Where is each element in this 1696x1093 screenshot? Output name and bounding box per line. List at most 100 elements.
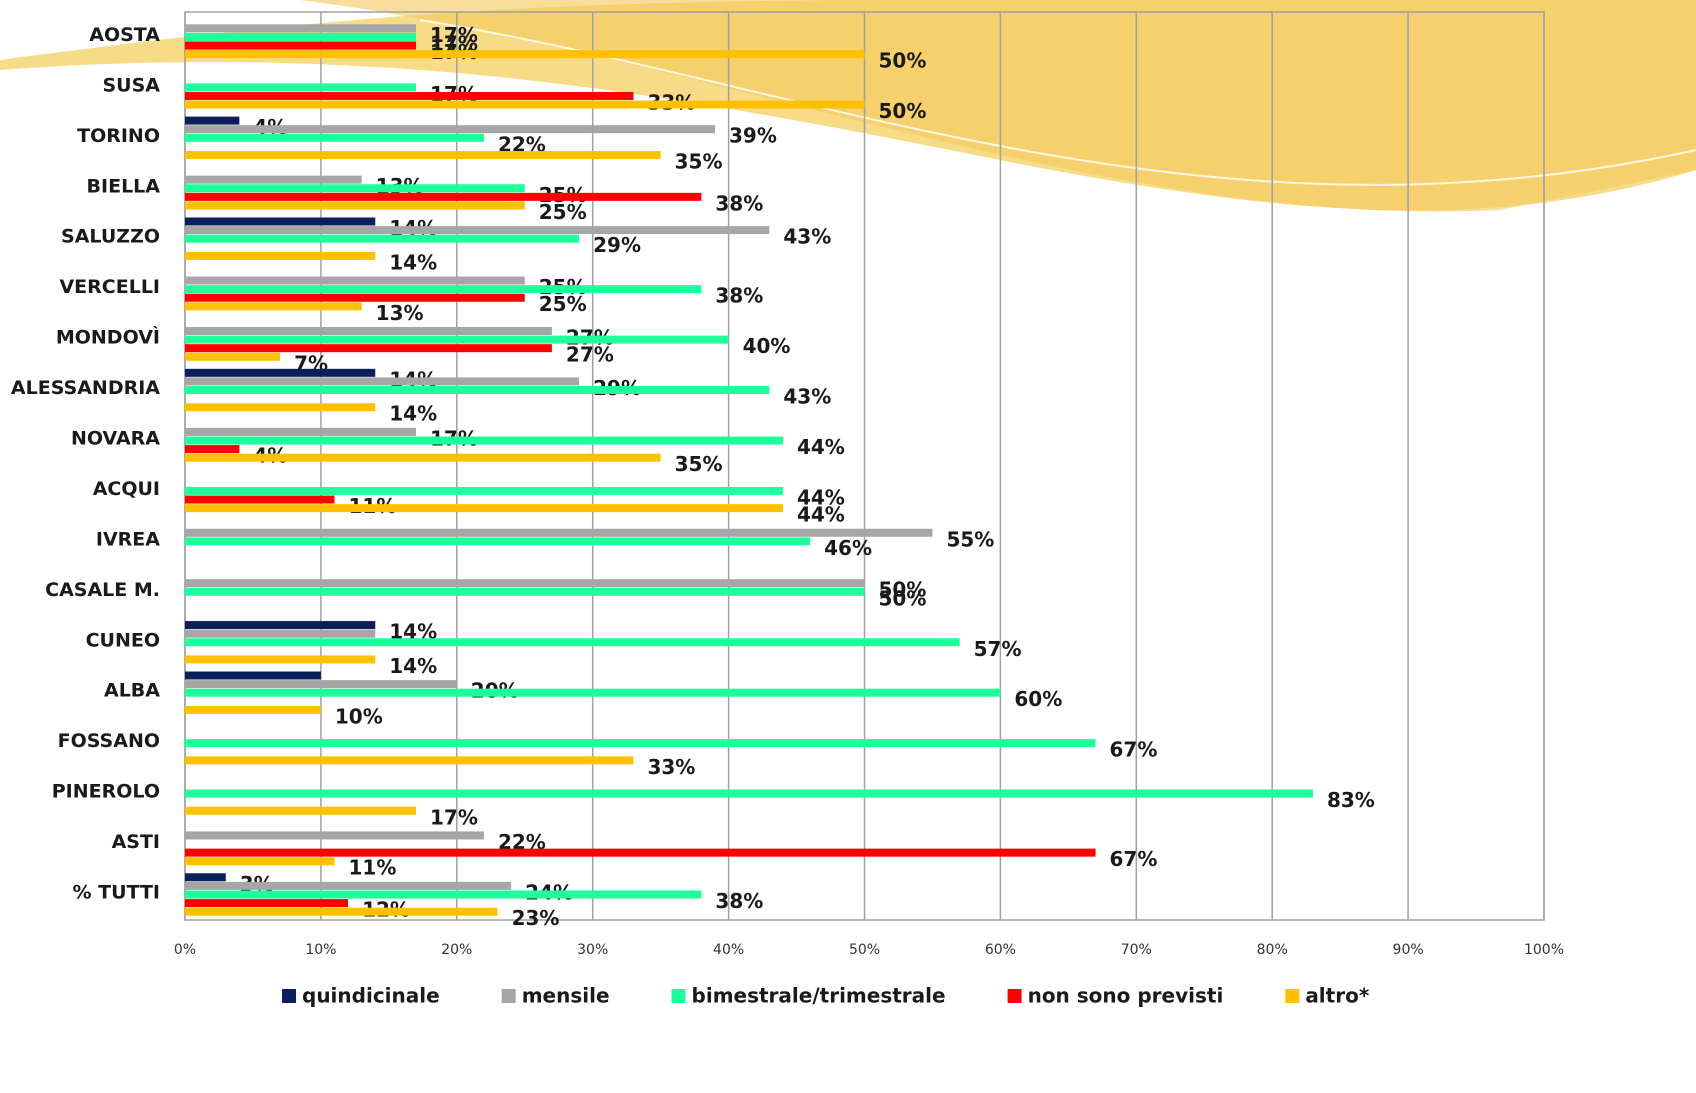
data-label: 67% <box>1110 847 1158 871</box>
bar <box>185 83 417 92</box>
bar <box>185 739 1096 748</box>
y-tick-label: ASTI <box>112 831 160 853</box>
y-tick-label: ALESSANDRIA <box>11 377 160 399</box>
data-label: 67% <box>1110 738 1158 762</box>
bar <box>185 453 661 462</box>
data-label: 10% <box>335 704 383 728</box>
legend-label: quindicinale <box>302 984 440 1008</box>
plot-frame <box>184 11 1545 921</box>
data-label: 17% <box>430 805 478 829</box>
data-label: 25% <box>539 292 587 316</box>
legend-label: altro* <box>1305 984 1370 1008</box>
bar <box>185 688 1001 697</box>
bar <box>185 184 525 193</box>
bar <box>185 831 484 840</box>
bar <box>185 857 335 866</box>
bar <box>185 680 457 689</box>
bar <box>185 24 417 33</box>
legend-swatch <box>1285 989 1300 1003</box>
x-tick-label: 80% <box>1257 942 1288 958</box>
bar <box>185 234 580 243</box>
data-label: 11% <box>348 856 396 880</box>
bar <box>185 579 865 588</box>
y-tick-label: % TUTTI <box>73 882 160 904</box>
data-label: 44% <box>797 503 845 527</box>
y-tick-label: VERCELLI <box>59 276 160 298</box>
bar <box>185 175 362 184</box>
y-tick-label: ACQUI <box>93 478 160 500</box>
bar <box>185 486 783 495</box>
y-tick-label: NOVARA <box>71 428 160 450</box>
bar <box>185 881 512 890</box>
bar <box>185 116 240 125</box>
bar <box>185 806 417 815</box>
bar <box>185 251 376 260</box>
data-label: 60% <box>1014 687 1062 711</box>
data-label: 50% <box>879 578 927 602</box>
x-tick-label: 100% <box>1524 942 1564 958</box>
data-label: 44% <box>797 485 845 509</box>
bar <box>185 201 525 210</box>
data-label: 38% <box>715 284 763 308</box>
bar <box>185 789 1313 798</box>
bar <box>185 621 376 630</box>
bar <box>185 629 376 638</box>
bar <box>185 756 634 765</box>
bar <box>185 495 335 504</box>
bar <box>185 276 525 285</box>
data-label: 43% <box>783 385 831 409</box>
x-tick-label: 70% <box>1121 942 1152 958</box>
bar <box>185 445 240 454</box>
data-label: 50% <box>879 586 927 610</box>
y-tick-label: MONDOVÌ <box>56 326 160 349</box>
data-label: 35% <box>675 452 723 476</box>
bar <box>185 133 484 142</box>
bar <box>185 638 960 647</box>
x-tick-label: 50% <box>849 942 880 958</box>
data-label: 14% <box>389 402 437 426</box>
bar <box>185 873 226 882</box>
data-label: 46% <box>824 536 872 560</box>
data-label: 38% <box>715 191 763 215</box>
bar <box>185 504 783 513</box>
bar <box>185 427 417 436</box>
data-label: 83% <box>1327 788 1375 812</box>
bar <box>185 368 376 377</box>
x-tick-label: 20% <box>441 942 472 958</box>
bar <box>185 848 1096 857</box>
data-label: 38% <box>715 889 763 913</box>
bar <box>185 344 552 353</box>
bar <box>185 151 661 160</box>
x-tick-label: 90% <box>1393 942 1424 958</box>
bar <box>185 217 376 226</box>
bar <box>185 386 770 395</box>
bar <box>185 528 933 537</box>
x-tick-label: 0% <box>174 942 196 958</box>
bar <box>185 403 376 412</box>
y-tick-label: IVREA <box>96 528 160 550</box>
legend-swatch <box>671 989 686 1003</box>
y-tick-label: CASALE M. <box>45 579 160 601</box>
bar <box>185 705 321 714</box>
bar <box>185 587 865 596</box>
data-label: 25% <box>539 200 587 224</box>
data-label: 57% <box>974 637 1022 661</box>
x-tick-label: 10% <box>305 942 336 958</box>
data-label: 33% <box>647 755 695 779</box>
legend-swatch <box>282 989 296 1003</box>
bar <box>185 293 525 302</box>
y-tick-label: TORINO <box>77 125 160 147</box>
bar <box>185 41 417 50</box>
y-tick-label: ALBA <box>104 680 160 702</box>
bar <box>185 100 865 109</box>
y-tick-label: PINEROLO <box>52 781 160 803</box>
bar <box>185 890 702 899</box>
bar <box>185 671 321 680</box>
data-label: 17% <box>430 23 478 47</box>
bar <box>185 907 498 916</box>
data-label: 40% <box>743 334 791 358</box>
legend-label: non sono previsti <box>1028 984 1224 1008</box>
data-label: 35% <box>675 150 723 174</box>
data-label: 39% <box>729 124 777 148</box>
